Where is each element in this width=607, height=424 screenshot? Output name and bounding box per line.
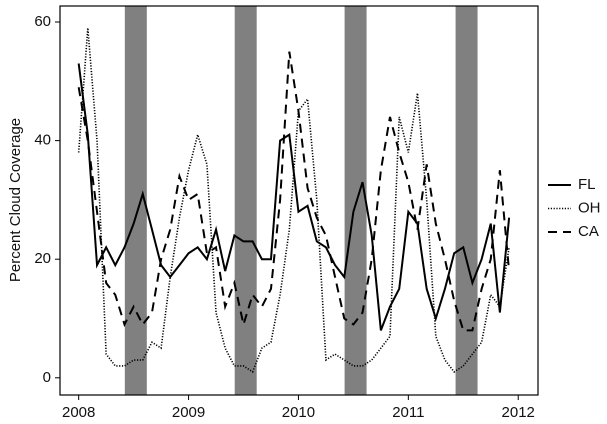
shaded-region <box>344 6 367 395</box>
x-tick-label: 2011 <box>392 404 424 421</box>
x-tick-label: 2009 <box>172 404 205 421</box>
y-tick-label: 0 <box>43 369 51 386</box>
line-series <box>77 27 510 374</box>
y-tick-label: 40 <box>34 132 51 149</box>
y-axis-label: Percent Cloud Coverage <box>7 118 24 282</box>
shaded-region <box>455 6 478 395</box>
shaded-region <box>124 6 147 395</box>
x-tick-label: 2012 <box>502 404 535 421</box>
x-tick-label: 2010 <box>282 404 315 421</box>
legend-label: FL <box>578 176 596 193</box>
x-tick-label: 2008 <box>62 404 95 421</box>
line-series <box>77 51 511 332</box>
shaded-region <box>234 6 257 395</box>
y-tick-label: 60 <box>34 13 51 30</box>
plot-frame <box>59 5 539 396</box>
legend-label: OH <box>578 199 601 216</box>
y-tick-label: 20 <box>34 250 51 267</box>
legend-label: CA <box>578 223 599 240</box>
